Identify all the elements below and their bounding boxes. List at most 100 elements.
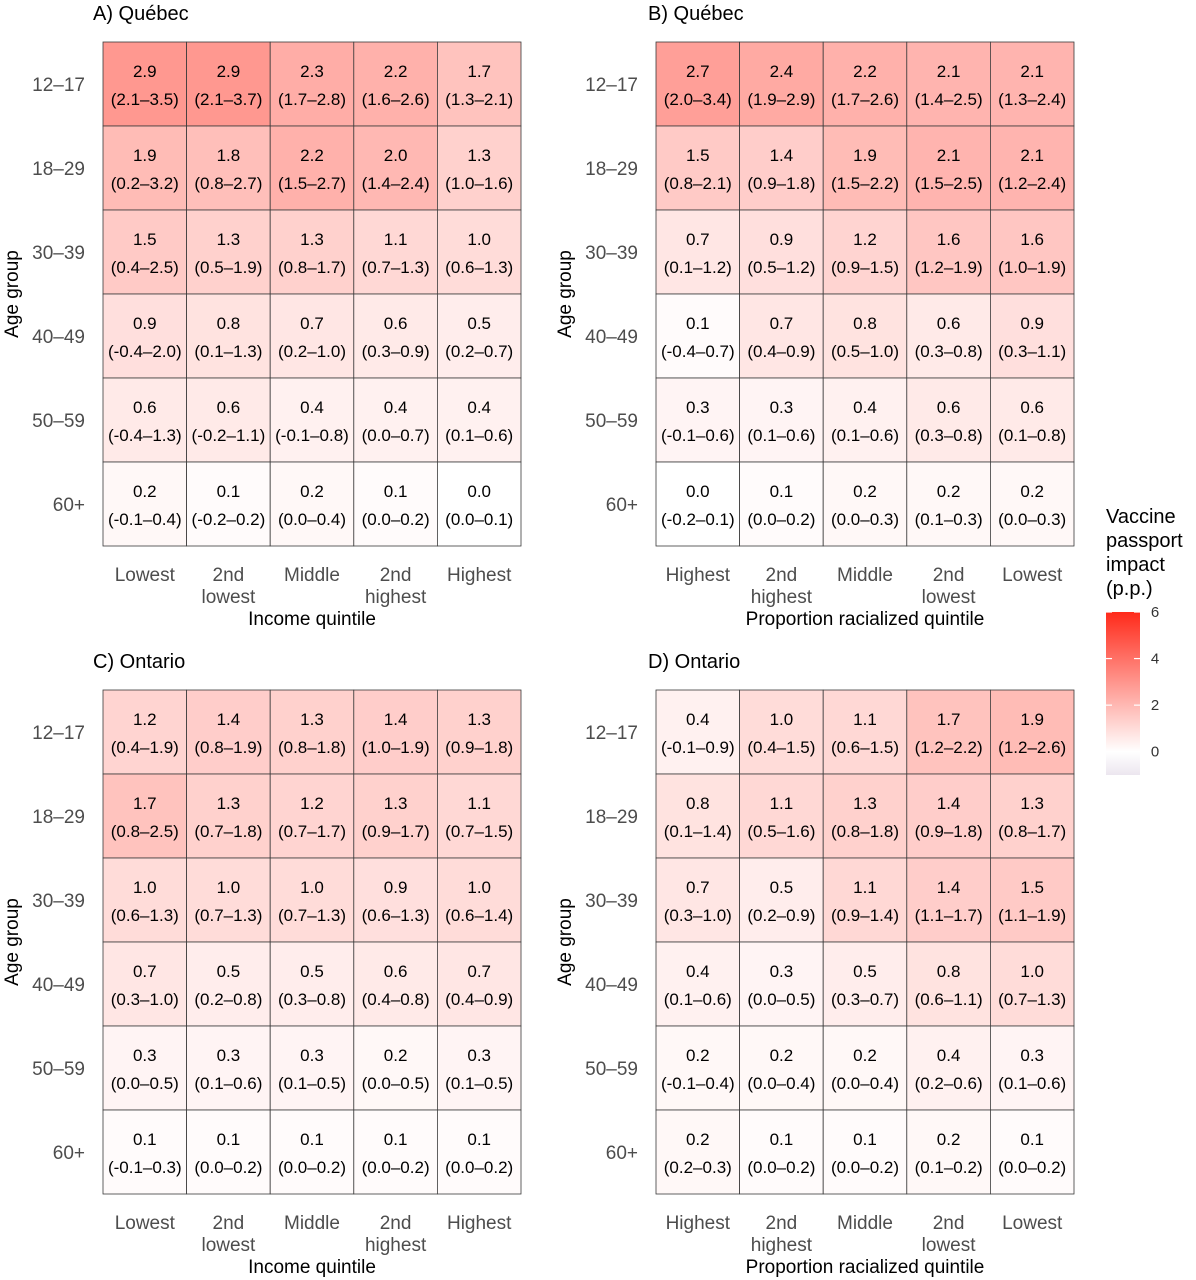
cell-interval-label: (0.0–0.3)	[998, 510, 1066, 529]
heatmap-cell	[822, 293, 908, 379]
cell-interval-label: (0.6–1.4)	[445, 906, 513, 925]
cell-value-label: 1.3	[384, 794, 408, 813]
cell-interval-label: (0.0–0.5)	[362, 1074, 430, 1093]
heatmap-cell	[102, 1109, 187, 1195]
cell-value-label: 0.1	[384, 482, 408, 501]
heatmap-cell	[655, 209, 740, 295]
legend-tick-label: 4	[1151, 651, 1159, 668]
cell-interval-label: (0.9–1.7)	[362, 822, 430, 841]
heatmap-cell	[655, 377, 740, 463]
cell-interval-label: (1.7–2.6)	[831, 90, 899, 109]
heatmap-cell	[906, 689, 991, 775]
cell-value-label: 0.3	[770, 962, 794, 981]
heatmap-cell	[822, 941, 908, 1027]
cell-value-label: 0.4	[853, 398, 877, 417]
cell-value-label: 1.0	[133, 878, 157, 897]
heatmap-cell	[102, 773, 187, 859]
cell-value-label: 0.5	[853, 962, 877, 981]
heatmap-cell	[353, 125, 438, 211]
cell-value-label: 0.4	[384, 398, 408, 417]
y-tick-label: 60+	[53, 1143, 85, 1164]
cell-value-label: 2.7	[686, 62, 710, 81]
x-axis-title: Proportion racialized quintile	[746, 1257, 985, 1278]
cell-value-label: 0.6	[1020, 398, 1044, 417]
heatmap-cell	[906, 1025, 991, 1111]
heatmap-cell	[269, 773, 355, 859]
cell-interval-label: (-0.1–0.9)	[661, 738, 735, 757]
cell-value-label: 2.3	[300, 62, 324, 81]
heatmap-cell	[990, 41, 1075, 127]
legend-tick-label: 2	[1151, 697, 1159, 714]
cell-interval-label: (0.1–0.2)	[915, 1158, 983, 1177]
cell-interval-label: (0.9–1.5)	[831, 258, 899, 277]
y-tick-label: 50–59	[585, 1059, 638, 1080]
y-tick-label: 50–59	[32, 411, 85, 432]
y-tick-label: 60+	[53, 495, 85, 516]
heatmap-cell	[186, 689, 271, 775]
cell-value-label: 1.3	[1020, 794, 1044, 813]
heatmap-cell	[436, 1109, 522, 1195]
y-tick-label: 12–17	[585, 723, 638, 744]
cell-interval-label: (1.0–1.9)	[362, 738, 430, 757]
cell-interval-label: (0.6–1.5)	[831, 738, 899, 757]
heatmap-cell	[906, 209, 991, 295]
cell-value-label: 0.1	[1020, 1130, 1044, 1149]
cell-interval-label: (0.0–0.2)	[445, 1158, 513, 1177]
cell-value-label: 1.0	[770, 710, 794, 729]
heatmap-cell	[990, 773, 1075, 859]
heatmap-cell	[655, 1025, 740, 1111]
cell-value-label: 0.7	[133, 962, 157, 981]
cell-interval-label: (0.0–0.2)	[194, 1158, 262, 1177]
cell-value-label: 0.5	[467, 314, 491, 333]
y-tick-label: 40–49	[585, 327, 638, 348]
x-tick-label: highest	[365, 587, 427, 608]
heatmap-cell	[822, 1109, 908, 1195]
cell-interval-label: (0.8–1.7)	[278, 258, 346, 277]
heatmap-cell	[739, 1109, 824, 1195]
heatmap-cell	[269, 857, 355, 943]
cell-interval-label: (0.0–0.2)	[831, 1158, 899, 1177]
cell-interval-label: (-0.1–0.4)	[661, 1074, 735, 1093]
heatmap-cell	[269, 377, 355, 463]
heatmap-cell	[436, 857, 522, 943]
y-tick-label: 40–49	[32, 975, 85, 996]
heatmap-cell	[822, 377, 908, 463]
cell-interval-label: (0.2–1.0)	[278, 342, 346, 361]
cell-value-label: 0.7	[686, 230, 710, 249]
x-tick-label: lowest	[922, 1235, 977, 1256]
cell-value-label: 0.4	[300, 398, 324, 417]
x-tick-label: highest	[365, 1235, 427, 1256]
cell-value-label: 0.7	[770, 314, 794, 333]
y-tick-label: 12–17	[585, 75, 638, 96]
cell-value-label: 1.3	[853, 794, 877, 813]
x-tick-label: 2nd	[380, 565, 412, 586]
heatmap-cell	[186, 857, 271, 943]
heatmap-cell	[269, 293, 355, 379]
heatmap-cell	[739, 461, 824, 547]
heatmap-cell	[186, 293, 271, 379]
heatmap-cell	[739, 689, 824, 775]
cell-value-label: 0.1	[384, 1130, 408, 1149]
cell-value-label: 1.2	[300, 794, 324, 813]
cell-value-label: 0.1	[217, 482, 241, 501]
cell-value-label: 0.5	[217, 962, 241, 981]
cell-interval-label: (0.6–1.1)	[915, 990, 983, 1009]
x-tick-label: Highest	[447, 1213, 512, 1234]
x-tick-label: 2nd	[213, 1213, 245, 1234]
panel-title: C) Ontario	[93, 651, 185, 673]
cell-interval-label: (1.3–2.4)	[998, 90, 1066, 109]
cell-value-label: 0.3	[133, 1046, 157, 1065]
cell-interval-label: (0.2–0.6)	[915, 1074, 983, 1093]
cell-interval-label: (0.8–2.1)	[664, 174, 732, 193]
cell-interval-label: (0.1–0.5)	[278, 1074, 346, 1093]
heatmap-cell	[990, 1025, 1075, 1111]
cell-interval-label: (0.8–1.8)	[278, 738, 346, 757]
cell-value-label: 2.2	[384, 62, 408, 81]
cell-interval-label: (0.2–0.7)	[445, 342, 513, 361]
cell-value-label: 0.2	[770, 1046, 794, 1065]
heatmap-cell	[822, 1025, 908, 1111]
cell-value-label: 1.1	[384, 230, 408, 249]
heatmap-cell	[353, 1109, 438, 1195]
cell-value-label: 1.7	[467, 62, 491, 81]
